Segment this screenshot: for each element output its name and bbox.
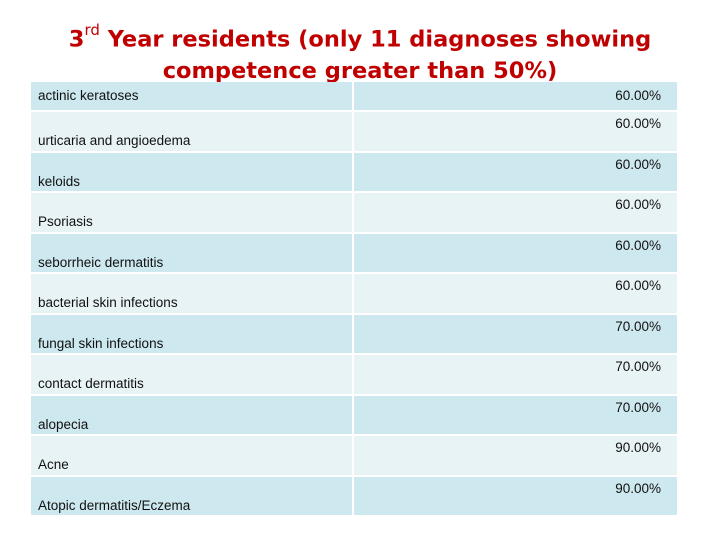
table-row: Atopic dermatitis/Eczema 90.00%	[31, 476, 677, 517]
diagnoses-table: actinic keratoses 60.00% urticaria and a…	[31, 82, 677, 517]
title-line-2: competence greater than 50%)	[162, 57, 558, 84]
table-row: Psoriasis 60.00%	[31, 193, 677, 234]
diagnosis-cell: Acne	[38, 457, 69, 472]
diagnosis-cell: alopecia	[38, 416, 89, 432]
slide-title: 3rd Year residents (only 11 diagnoses sh…	[0, 18, 720, 87]
table-row: Acne 90.00%	[31, 436, 677, 477]
table-row: keloids 60.00%	[31, 152, 677, 193]
competence-cell: 60.00%	[615, 88, 661, 103]
diagnosis-cell: actinic keratoses	[38, 88, 139, 103]
title-ordinal-number: 3	[68, 26, 85, 53]
table-row: seborrheic dermatitis 60.00%	[31, 233, 677, 274]
title-ordinal-suffix: rd	[84, 21, 100, 39]
competence-cell: 70.00%	[615, 399, 661, 415]
diagnosis-cell: urticaria and angioedema	[38, 133, 191, 148]
competence-cell: 70.00%	[615, 359, 661, 374]
table-row: bacterial skin infections 60.00%	[31, 274, 677, 315]
competence-cell: 90.00%	[615, 440, 661, 455]
competence-cell: 60.00%	[615, 197, 661, 212]
column-divider	[352, 152, 354, 191]
competence-cell: 60.00%	[615, 116, 661, 131]
column-divider	[352, 476, 354, 515]
competence-cell: 70.00%	[615, 318, 661, 334]
column-divider	[352, 233, 354, 272]
column-divider	[352, 436, 354, 475]
table-row: urticaria and angioedema 60.00%	[31, 112, 677, 153]
column-divider	[352, 112, 354, 151]
column-divider	[352, 314, 354, 353]
diagnosis-cell: Atopic dermatitis/Eczema	[38, 497, 191, 513]
table-row: contact dermatitis 70.00%	[31, 355, 677, 396]
column-divider	[352, 395, 354, 434]
diagnosis-cell: contact dermatitis	[38, 376, 144, 391]
column-divider	[352, 355, 354, 394]
diagnosis-cell: keloids	[38, 173, 81, 189]
title-line-1: 3rd Year residents (only 11 diagnoses sh…	[0, 18, 720, 56]
competence-cell: 60.00%	[615, 156, 661, 172]
diagnosis-cell: Psoriasis	[38, 214, 93, 229]
column-divider	[352, 193, 354, 232]
competence-cell: 60.00%	[615, 237, 661, 253]
table-row: actinic keratoses 60.00%	[31, 82, 677, 112]
title-line-1-text: Year residents (only 11 diagnoses showin…	[99, 26, 652, 53]
column-divider	[352, 274, 354, 313]
column-divider	[352, 82, 354, 110]
table-row: fungal skin infections 70.00%	[31, 314, 677, 355]
competence-cell: 60.00%	[615, 278, 661, 293]
competence-cell: 90.00%	[615, 480, 661, 496]
diagnosis-cell: fungal skin infections	[38, 335, 164, 351]
diagnosis-cell: bacterial skin infections	[38, 295, 178, 310]
table-row: alopecia 70.00%	[31, 395, 677, 436]
diagnosis-cell: seborrheic dermatitis	[38, 254, 164, 270]
